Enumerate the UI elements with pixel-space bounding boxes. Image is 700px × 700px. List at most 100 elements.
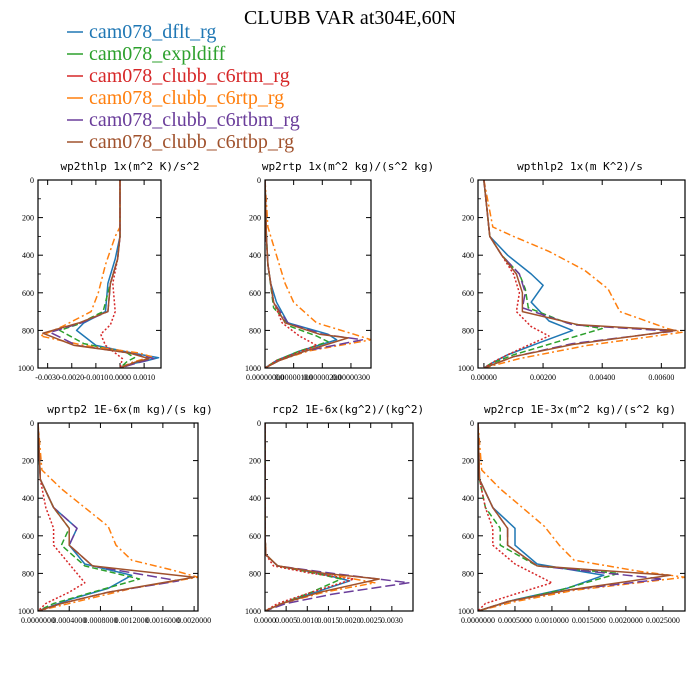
x-tick-label: 0.0012000 [115, 616, 149, 625]
x-tick-label: 0.00200 [530, 373, 556, 382]
panel-4: wprtp2 1E-6x(m kg)/(s kg) 0 200 400 600 800 10… [18, 403, 213, 625]
y-tick-label: 800 [462, 326, 474, 335]
x-tick-label: 0.0020000 [609, 616, 643, 625]
series-line-cam078_clubb_c6rtp_rg [483, 180, 683, 368]
x-tick-label: -0.0010 [84, 373, 109, 382]
plot-frame [477, 179, 686, 369]
figure-title: CLUBB VAR at304E,60N [244, 7, 456, 29]
x-tick-label: 0.00600 [648, 373, 674, 382]
x-tick-label: 0.0005000 [498, 616, 532, 625]
x-tick-label: 0.0004000 [52, 616, 86, 625]
series-line-cam078_clubb_c6rtp_rg [478, 423, 685, 611]
panels: wp2thlp 1x(m^2 K)/s^202004006008001000-0… [18, 160, 686, 625]
plot-frame [477, 422, 686, 612]
y-tick-label: 1000 [18, 364, 34, 373]
series-line-cam078_expldiff [478, 423, 620, 611]
series-group [483, 180, 683, 368]
plot-frame [37, 179, 162, 369]
y-tick-label: 800 [249, 569, 261, 578]
x-tick-label: 0.0005 [275, 616, 297, 625]
x-tick-label: 0.0000 [109, 373, 131, 382]
y-tick-label: 1000 [458, 607, 474, 616]
series-line-cam078_clubb_c6rtm_rg [38, 423, 86, 611]
x-tick-label: 0.0010 [133, 373, 155, 382]
x-tick-label: -0.0020 [59, 373, 84, 382]
y-tick-label: 600 [22, 289, 34, 298]
series-group [265, 180, 371, 368]
x-tick-label: 0.0025 [360, 616, 382, 625]
y-tick-label: 0 [257, 419, 261, 428]
y-tick-label: 800 [249, 326, 261, 335]
panel-title: wpthlp2 1x(m K^2)/s [517, 160, 643, 173]
panel-5: rcp2 1E-6x(kg^2)/(kg^2) 0 200 400 600 800 1000… [245, 403, 424, 625]
series-group [38, 423, 198, 611]
legend: cam078_dflt_rgcam078_expldiffcam078_club… [67, 21, 300, 153]
x-tick-label: 0.0016000 [146, 616, 180, 625]
y-tick-label: 800 [462, 569, 474, 578]
legend-entry-cam078_clubb_c6rtbp_rg: cam078_clubb_c6rtbp_rg [89, 131, 294, 153]
y-tick-label: 200 [249, 214, 261, 223]
x-tick-label: 0.0020 [339, 616, 361, 625]
y-tick-label: 0 [30, 176, 34, 185]
y-tick-label: 600 [249, 289, 261, 298]
y-tick-label: 200 [22, 457, 34, 466]
y-tick-label: 200 [462, 457, 474, 466]
series-line-cam078_clubb_c6rtbp_rg [478, 423, 671, 611]
x-tick-label: 0.0000000 [461, 616, 495, 625]
x-tick-label: 0.00000 [471, 373, 497, 382]
x-tick-label: -0.0030 [35, 373, 60, 382]
y-tick-label: 1000 [245, 607, 261, 616]
y-tick-label: 600 [462, 289, 474, 298]
plot-frame [37, 422, 199, 612]
x-tick-label: 0.00000200 [303, 373, 341, 382]
y-tick-label: 400 [249, 251, 261, 260]
series-line-cam078_clubb_c6rtp_rg [265, 180, 371, 368]
series-line-cam078_clubb_c6rtbp_rg [42, 180, 150, 368]
panel-title: wp2thlp 1x(m^2 K)/s^2 [60, 160, 199, 173]
legend-entry-cam078_clubb_c6rtm_rg: cam078_clubb_c6rtm_rg [89, 65, 290, 87]
panel-title: wprtp2 1E-6x(m kg)/(s kg) [47, 403, 213, 416]
series-line-cam078_clubb_c6rtm_rg [265, 180, 318, 368]
x-tick-label: 0.0025000 [646, 616, 680, 625]
x-tick-label: 0.0000000 [21, 616, 55, 625]
legend-entry-cam078_clubb_c6rtbm_rg: cam078_clubb_c6rtbm_rg [89, 109, 300, 131]
x-tick-label: 0.0020000 [177, 616, 211, 625]
panel-3: wpthlp2 1x(m K^2)/s020040060080010000.00… [458, 160, 686, 382]
y-tick-label: 0 [257, 176, 261, 185]
x-tick-label: 0.00400 [589, 373, 615, 382]
y-tick-label: 600 [462, 532, 474, 541]
series-line-cam078_clubb_c6rtbp_rg [265, 180, 349, 368]
y-tick-label: 600 [22, 532, 34, 541]
y-tick-label: 400 [462, 251, 474, 260]
legend-entry-cam078_clubb_c6rtp_rg: cam078_clubb_c6rtp_rg [89, 87, 284, 109]
x-tick-label: 0.00000300 [332, 373, 370, 382]
y-tick-label: 0 [470, 419, 474, 428]
y-tick-label: 800 [22, 326, 34, 335]
x-tick-label: 0.00000000 [246, 373, 284, 382]
panel-title: rcp2 1E-6x(kg^2)/(kg^2) [272, 403, 424, 416]
plot-frame [264, 422, 414, 612]
y-tick-label: 0 [30, 419, 34, 428]
x-tick-label: 0.0030 [381, 616, 403, 625]
panel-title: wp2rtp 1x(m^2 kg)/(s^2 kg) [262, 160, 434, 173]
y-tick-label: 1000 [245, 364, 261, 373]
y-tick-label: 200 [22, 214, 34, 223]
y-tick-label: 0 [470, 176, 474, 185]
series-line-cam078_clubb_c6rtm_rg [478, 423, 553, 611]
series-group [478, 423, 685, 611]
series-line-cam078_clubb_c6rtm_rg [265, 423, 355, 611]
x-tick-label: 0.0015000 [572, 616, 606, 625]
legend-entry-cam078_dflt_rg: cam078_dflt_rg [89, 21, 216, 43]
x-tick-label: 0.0010 [296, 616, 318, 625]
y-tick-label: 600 [249, 532, 261, 541]
panel-6: wp2rcp 1E-3x(m^2 kg)/(s^2 kg) 0 200 400 600 8… [458, 403, 686, 625]
y-tick-label: 1000 [18, 607, 34, 616]
y-tick-label: 200 [462, 214, 474, 223]
x-tick-label: 0.0008000 [83, 616, 117, 625]
series-line-cam078_clubb_c6rtbp_rg [483, 180, 677, 368]
series-line-cam078_clubb_c6rtp_rg [39, 180, 153, 368]
y-tick-label: 400 [22, 251, 34, 260]
panel-2: wp2rtp 1x(m^2 kg)/(s^2 kg)0 200 400 600 800 1… [245, 160, 434, 382]
series-group [39, 180, 160, 368]
